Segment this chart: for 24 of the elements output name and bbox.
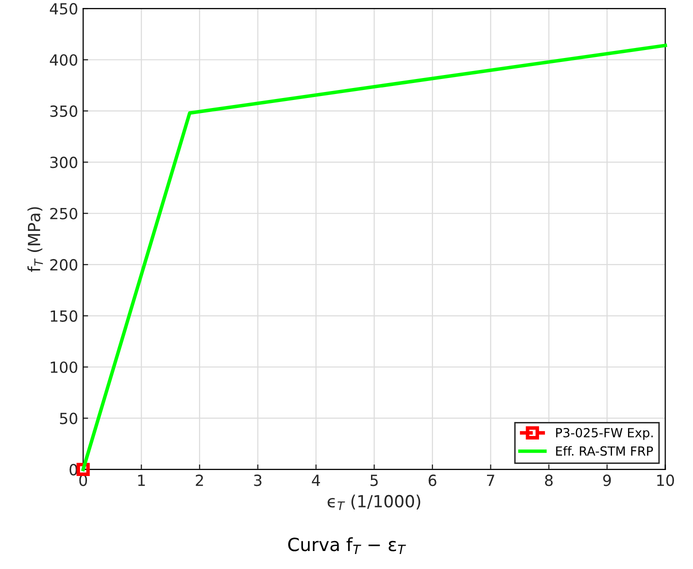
- x-tick-label: 3: [254, 474, 262, 486]
- y-axis-title: f$_{T}$ (MPa): [27, 207, 43, 272]
- y-tick-label: 350: [50, 105, 78, 117]
- x-tick-label: 10: [657, 474, 674, 486]
- legend-label: P3-025-FW Exp.: [556, 428, 653, 440]
- x-tick-label: 8: [545, 474, 553, 486]
- y-tick-label: 200: [50, 259, 78, 271]
- x-tick-label: 7: [487, 474, 494, 486]
- x-tick-label: 1: [138, 474, 145, 486]
- y-tick-label: 300: [50, 156, 78, 168]
- y-tick-label: 400: [50, 54, 78, 66]
- y-tick-label: 250: [50, 208, 78, 220]
- y-tick-label: 450: [50, 3, 78, 15]
- x-tick-label: 9: [603, 474, 611, 486]
- y-tick-label: 100: [50, 361, 78, 374]
- x-tick-label: 2: [196, 474, 203, 486]
- legend-label: Eff. RA-STM FRP: [556, 446, 653, 456]
- x-tick-label: 6: [428, 474, 436, 486]
- x-tick-label: 4: [312, 474, 320, 486]
- y-tick-label: 150: [50, 310, 78, 322]
- x-axis-title: ϵ$_{T}$ (1/1000): [328, 494, 420, 510]
- text: Curva f$_{T}$ − ε$_{T}$: [288, 537, 406, 554]
- y-tick-label: 50: [60, 412, 78, 424]
- x-tick-label: 5: [370, 474, 378, 486]
